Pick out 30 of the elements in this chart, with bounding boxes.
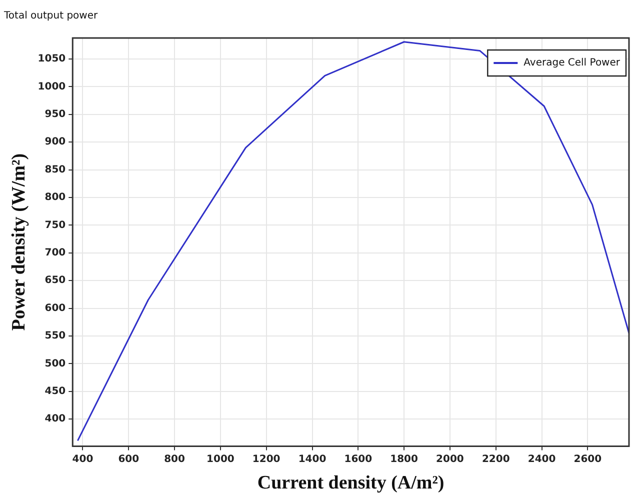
y-tick-label: 1000 [38, 81, 66, 92]
y-tick-label: 400 [44, 414, 66, 425]
x-tick-label: 2000 [436, 454, 464, 465]
x-tick-label: 2400 [528, 454, 556, 465]
y-tick-label: 500 [44, 358, 66, 370]
x-tick-label: 600 [118, 454, 140, 465]
x-tick-label: 1400 [298, 454, 326, 465]
x-tick-label: 800 [164, 454, 186, 465]
y-tick-label: 850 [44, 164, 66, 176]
y-tick-label: 900 [44, 136, 66, 148]
x-axis-title: Current density (A/m²) [257, 472, 444, 494]
y-tick-label: 950 [44, 109, 66, 120]
y-tick-label: 650 [44, 275, 66, 286]
y-tick-label: 450 [44, 386, 66, 397]
y-tick-label: 700 [44, 247, 66, 258]
x-tick-label: 400 [72, 454, 94, 465]
x-tick-label: 1600 [344, 454, 372, 465]
x-tick-label: 1000 [206, 454, 234, 465]
y-tick-label: 1050 [38, 54, 66, 65]
y-axis-title: Power density (W/m²) [8, 153, 30, 331]
x-tick-label: 1800 [390, 454, 418, 465]
x-tick-label: 2200 [482, 454, 510, 465]
y-tick-label: 750 [44, 220, 66, 231]
x-tick-label: 2600 [574, 454, 602, 465]
y-tick-label: 800 [44, 192, 66, 204]
y-tick-label: 550 [44, 330, 66, 342]
y-tick-label: 600 [44, 302, 66, 314]
chart-title: Total output power [3, 10, 98, 22]
legend-label: Average Cell Power [524, 58, 621, 69]
x-tick-label: 1200 [252, 454, 280, 465]
